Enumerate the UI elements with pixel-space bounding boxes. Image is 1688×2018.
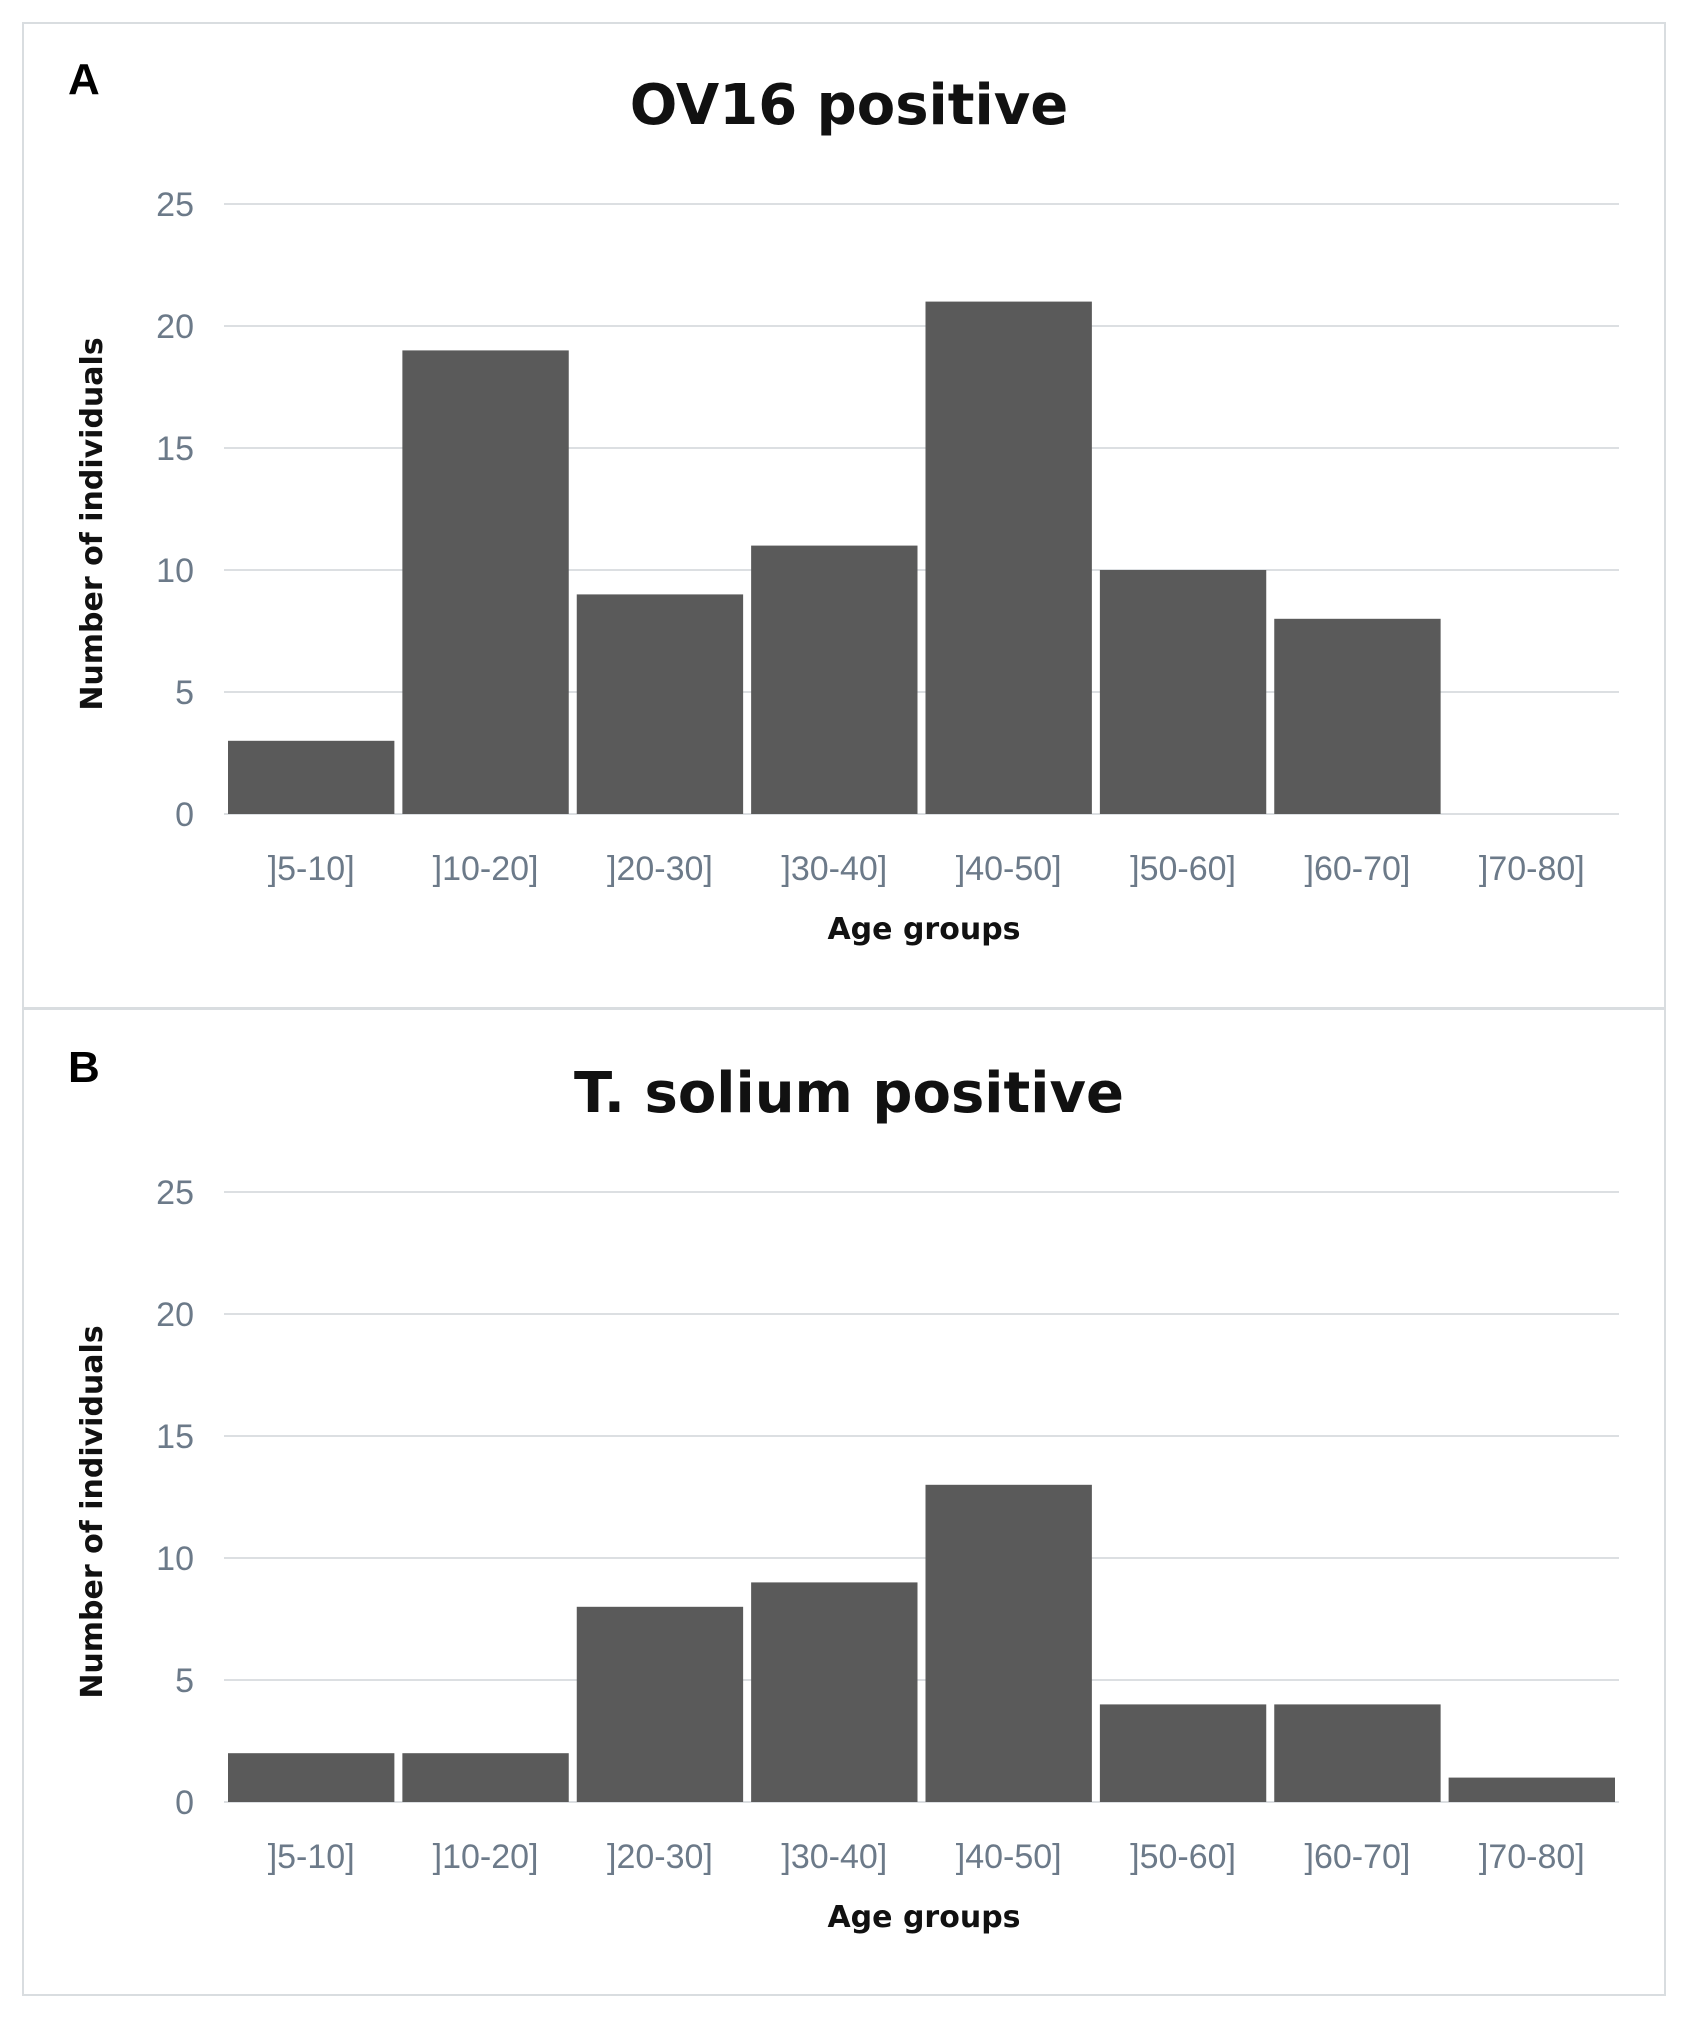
bar — [228, 740, 395, 814]
x-tick-label: ]5-10] — [268, 850, 355, 888]
y-tick-label: 15 — [156, 430, 194, 468]
y-tick-label: 20 — [156, 308, 194, 346]
bar — [228, 1753, 395, 1802]
x-tick-label: ]20-30] — [607, 1838, 713, 1876]
y-tick-label: 20 — [156, 1296, 194, 1334]
bar — [751, 1582, 918, 1802]
y-tick-label: 10 — [156, 1540, 194, 1578]
bar — [576, 594, 744, 814]
bar — [402, 1753, 569, 1802]
x-tick-label: ]40-50] — [956, 1838, 1062, 1876]
y-tick-label: 25 — [156, 186, 194, 224]
x-tick-label: ]5-10] — [268, 1838, 355, 1876]
bar — [925, 1484, 1092, 1802]
panel-a: A OV16 positive Age groups Number of ind… — [24, 24, 1664, 1009]
y-tick-label: 5 — [175, 1662, 194, 1700]
panel-letter: B — [68, 1043, 100, 1092]
y-axis-label: Number of individuals — [75, 1325, 110, 1698]
y-tick-label: 0 — [175, 796, 194, 834]
x-tick-label: ]10-20] — [433, 850, 539, 888]
bar — [925, 301, 1092, 815]
y-axis-label: Number of individuals — [75, 337, 110, 710]
x-tick-label: ]30-40] — [781, 850, 887, 888]
x-tick-label: ]10-20] — [433, 1838, 539, 1876]
bar — [751, 545, 918, 814]
bar — [1099, 1704, 1267, 1802]
bar — [1448, 1777, 1615, 1802]
y-tick-label: 5 — [175, 674, 194, 712]
x-tick-label: ]60-70] — [1305, 850, 1411, 888]
y-tick-label: 25 — [156, 1174, 194, 1212]
x-tick-label: ]40-50] — [956, 850, 1062, 888]
x-tick-label: ]50-60] — [1130, 1838, 1236, 1876]
bar — [402, 350, 569, 814]
x-axis-label: Age groups — [827, 912, 1020, 947]
x-tick-label: ]70-80] — [1479, 1838, 1585, 1876]
y-tick-label: 15 — [156, 1418, 194, 1456]
figure-frame — [22, 22, 1666, 1996]
chart-title: T. solium positive — [574, 1061, 1124, 1126]
x-tick-label: ]60-70] — [1305, 1838, 1411, 1876]
bar — [576, 1606, 744, 1802]
x-tick-label: ]20-30] — [607, 850, 713, 888]
panel-divider — [24, 1007, 1664, 1010]
bar — [1099, 570, 1267, 814]
y-tick-label: 10 — [156, 552, 194, 590]
bar — [1274, 1704, 1441, 1802]
chart-ov16: A OV16 positive Age groups Number of ind… — [68, 55, 1619, 947]
chart-t-solium: B T. solium positive Age groups Number o… — [68, 1043, 1619, 1935]
x-tick-label: ]50-60] — [1130, 850, 1236, 888]
bar — [1274, 618, 1441, 814]
chart-title: OV16 positive — [630, 73, 1068, 138]
panel-letter: A — [68, 55, 100, 104]
y-tick-label: 0 — [175, 1784, 194, 1822]
x-axis-label: Age groups — [827, 1900, 1020, 1935]
x-tick-label: ]70-80] — [1479, 850, 1585, 888]
panel-b: B T. solium positive Age groups Number o… — [24, 1012, 1664, 1997]
x-tick-label: ]30-40] — [781, 1838, 887, 1876]
